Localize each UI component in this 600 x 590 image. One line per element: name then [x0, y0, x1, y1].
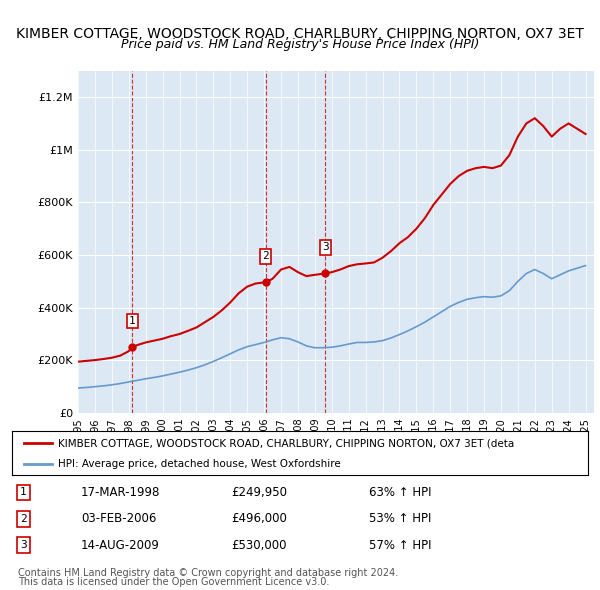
Text: 1: 1 — [129, 316, 136, 326]
Text: 17-MAR-1998: 17-MAR-1998 — [81, 486, 160, 499]
Text: £249,950: £249,950 — [231, 486, 287, 499]
Text: £530,000: £530,000 — [231, 539, 286, 552]
Text: HPI: Average price, detached house, West Oxfordshire: HPI: Average price, detached house, West… — [58, 459, 341, 469]
Text: 63% ↑ HPI: 63% ↑ HPI — [369, 486, 431, 499]
Text: KIMBER COTTAGE, WOODSTOCK ROAD, CHARLBURY, CHIPPING NORTON, OX7 3ET: KIMBER COTTAGE, WOODSTOCK ROAD, CHARLBUR… — [16, 27, 584, 41]
Text: 3: 3 — [322, 242, 329, 253]
Text: £496,000: £496,000 — [231, 512, 287, 525]
Text: KIMBER COTTAGE, WOODSTOCK ROAD, CHARLBURY, CHIPPING NORTON, OX7 3ET (deta: KIMBER COTTAGE, WOODSTOCK ROAD, CHARLBUR… — [58, 438, 514, 448]
Text: 3: 3 — [20, 540, 27, 550]
Text: 53% ↑ HPI: 53% ↑ HPI — [369, 512, 431, 525]
Text: 14-AUG-2009: 14-AUG-2009 — [81, 539, 160, 552]
Text: 57% ↑ HPI: 57% ↑ HPI — [369, 539, 431, 552]
Text: 2: 2 — [20, 514, 27, 524]
Text: 03-FEB-2006: 03-FEB-2006 — [81, 512, 157, 525]
Text: This data is licensed under the Open Government Licence v3.0.: This data is licensed under the Open Gov… — [18, 577, 329, 587]
Text: 1: 1 — [20, 487, 27, 497]
Text: Price paid vs. HM Land Registry's House Price Index (HPI): Price paid vs. HM Land Registry's House … — [121, 38, 479, 51]
Text: 2: 2 — [262, 251, 269, 261]
Text: Contains HM Land Registry data © Crown copyright and database right 2024.: Contains HM Land Registry data © Crown c… — [18, 568, 398, 578]
